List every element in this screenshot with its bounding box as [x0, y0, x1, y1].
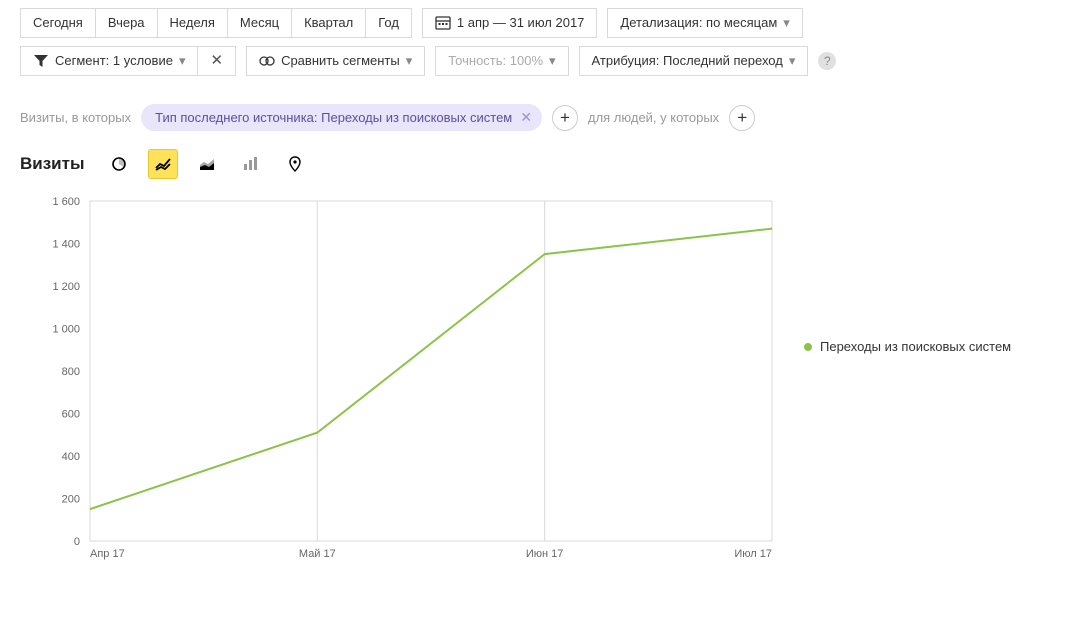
legend-dot	[804, 343, 812, 351]
svg-text:600: 600	[62, 409, 80, 421]
detail-text: Детализация: по месяцам	[620, 15, 777, 31]
period-buttons: СегодняВчераНеделяМесяцКварталГод	[20, 8, 412, 38]
svg-text:1 400: 1 400	[52, 239, 80, 251]
svg-text:800: 800	[62, 366, 80, 378]
legend-label: Переходы из поисковых систем	[820, 339, 1011, 354]
period-button[interactable]: Год	[366, 8, 412, 38]
close-icon: ✕	[210, 53, 223, 69]
chart-type-bar[interactable]	[236, 149, 266, 179]
line-chart-icon	[155, 156, 171, 172]
period-button[interactable]: Неделя	[158, 8, 228, 38]
pie-icon	[111, 156, 127, 172]
line-chart: 0 200 400 600 800 1 000 1 200 1 400 1 600 Апр 17 М…	[20, 189, 780, 579]
period-button[interactable]: Квартал	[292, 8, 366, 38]
chevron-down-icon: ▾	[783, 15, 790, 31]
chevron-down-icon: ▾	[549, 53, 556, 69]
legend[interactable]: Переходы из поисковых систем	[804, 339, 1011, 354]
filter-chip[interactable]: Тип последнего источника: Переходы из по…	[141, 104, 542, 131]
filter-chip-text: Тип последнего источника: Переходы из по…	[155, 110, 512, 125]
chart-type-pie[interactable]	[104, 149, 134, 179]
svg-text:1 600: 1 600	[52, 196, 80, 208]
date-range-button[interactable]: 1 апр — 31 июл 2017	[422, 8, 597, 38]
svg-text:1 000: 1 000	[52, 324, 80, 336]
attribution-button[interactable]: Атрибуция: Последний переход ▾	[579, 46, 809, 76]
add-people-filter-button[interactable]: +	[729, 105, 755, 131]
chart-type-line[interactable]	[148, 149, 178, 179]
svg-text:1 200: 1 200	[52, 281, 80, 293]
compare-text: Сравнить сегменты	[281, 53, 400, 69]
add-visit-filter-button[interactable]: +	[552, 105, 578, 131]
svg-text:400: 400	[62, 451, 80, 463]
period-button[interactable]: Месяц	[228, 8, 292, 38]
visits-label: Визиты, в которых	[20, 110, 131, 125]
accuracy-button: Точность: 100% ▾	[435, 46, 568, 76]
segment-button[interactable]: Сегмент: 1 условие ▾	[20, 46, 198, 76]
svg-text:Июн 17: Июн 17	[526, 548, 564, 560]
svg-text:0: 0	[74, 536, 80, 548]
chart-type-area[interactable]	[192, 149, 222, 179]
section-title: Визиты	[20, 154, 84, 174]
detail-button[interactable]: Детализация: по месяцам ▾	[607, 8, 802, 38]
compare-icon	[259, 53, 275, 69]
area-chart-icon	[199, 156, 215, 172]
map-pin-icon	[287, 156, 303, 172]
chart-type-map[interactable]	[280, 149, 310, 179]
accuracy-text: Точность: 100%	[448, 53, 543, 69]
chip-remove-icon[interactable]: ✕	[520, 109, 532, 126]
compare-button[interactable]: Сравнить сегменты ▾	[246, 46, 425, 76]
chevron-down-icon: ▾	[789, 53, 796, 69]
filter-row: Визиты, в которых Тип последнего источни…	[20, 104, 1057, 131]
toolbar-period: СегодняВчераНеделяМесяцКварталГод 1 апр …	[20, 8, 1057, 38]
heading-row: Визиты	[20, 149, 1057, 179]
attribution-text: Атрибуция: Последний переход	[592, 53, 783, 69]
chevron-down-icon: ▾	[406, 53, 413, 69]
period-button[interactable]: Вчера	[96, 8, 158, 38]
svg-text:Май 17: Май 17	[299, 548, 336, 560]
date-range-text: 1 апр — 31 июл 2017	[457, 15, 584, 31]
chart-region: 0 200 400 600 800 1 000 1 200 1 400 1 600 Апр 17 М…	[20, 189, 1057, 579]
chevron-down-icon: ▾	[179, 53, 186, 69]
help-icon[interactable]: ?	[818, 52, 836, 70]
people-label: для людей, у которых	[588, 110, 719, 125]
segment-clear-button[interactable]: ✕	[198, 46, 236, 76]
svg-text:Июл 17: Июл 17	[734, 548, 772, 560]
period-button[interactable]: Сегодня	[20, 8, 96, 38]
calendar-icon	[435, 15, 451, 31]
toolbar-segment: Сегмент: 1 условие ▾ ✕ Сравнить сегменты…	[20, 46, 1057, 76]
segment-text: Сегмент: 1 условие	[55, 53, 173, 69]
funnel-icon	[33, 53, 49, 69]
svg-text:200: 200	[62, 494, 80, 506]
svg-text:Апр 17: Апр 17	[90, 548, 125, 560]
bar-chart-icon	[243, 156, 259, 172]
